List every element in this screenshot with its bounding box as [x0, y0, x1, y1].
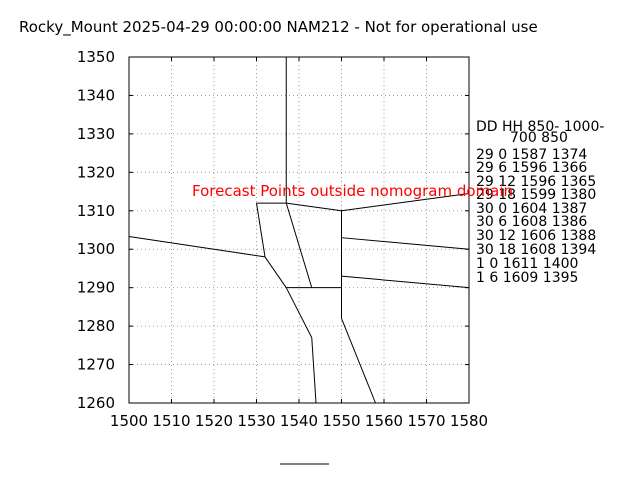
- x-tick-label: 1560: [365, 412, 403, 430]
- table-row: 30 6 1608 1386: [476, 214, 587, 230]
- grid: [129, 57, 469, 403]
- y-tick-label: 1330: [77, 125, 115, 143]
- chart-title: Rocky_Mount 2025-04-29 00:00:00 NAM212 -…: [19, 18, 538, 37]
- nomogram-line: [341, 318, 376, 404]
- table-row: 29 0 1587 1374: [476, 147, 587, 163]
- table-row: 30 18 1608 1394: [476, 242, 596, 258]
- x-tick-label: 1500: [110, 412, 148, 430]
- y-tick-label: 1280: [77, 317, 115, 335]
- x-tick-label: 1580: [450, 412, 488, 430]
- table-row: 29 6 1596 1366: [476, 160, 587, 176]
- x-tick-label: 1510: [152, 412, 190, 430]
- table-row: 29 18 1599 1380: [476, 187, 596, 203]
- nomogram-line: [285, 202, 313, 288]
- nomogram-lines: [128, 57, 470, 404]
- nomogram-line: [285, 287, 313, 338]
- axis-ticks: 1500 1510 1520 1530 1540 1550 1560 1570 1580 1260…: [77, 48, 488, 430]
- table-row: 1 6 1609 1395: [476, 270, 578, 286]
- table-header-line-2: 700 850: [510, 130, 568, 146]
- x-tick-label: 1520: [195, 412, 233, 430]
- y-tick-label: 1340: [77, 86, 115, 104]
- y-tick-label: 1290: [77, 279, 115, 297]
- x-tick-label: 1540: [280, 412, 318, 430]
- forecast-table: DD HH 850- 1000- 700 850 29 0 1587 1374 …: [476, 119, 604, 286]
- table-row: 29 12 1596 1365: [476, 174, 596, 190]
- y-tick-label: 1320: [77, 163, 115, 181]
- warning-text: Forecast Points outside nomogram domain: [192, 182, 513, 200]
- x-tick-label: 1570: [407, 412, 445, 430]
- nomogram-line: [341, 237, 470, 250]
- table-row: 1 0 1611 1400: [476, 256, 578, 272]
- y-tick-label: 1310: [77, 202, 115, 220]
- table-row: 30 12 1606 1388: [476, 228, 596, 244]
- nomogram-line: [128, 236, 266, 258]
- table-header-line-1: DD HH 850- 1000-: [476, 119, 604, 135]
- table-row: 30 0 1604 1387: [476, 201, 587, 217]
- y-tick-label: 1270: [77, 356, 115, 374]
- y-tick-label: 1260: [77, 394, 115, 412]
- nomogram-line: [286, 202, 342, 212]
- x-tick-label: 1530: [237, 412, 275, 430]
- y-tick-label: 1350: [77, 48, 115, 66]
- y-tick-label: 1300: [77, 240, 115, 258]
- x-tick-label: 1550: [322, 412, 360, 430]
- nomogram-line: [256, 203, 266, 257]
- nomogram-line: [341, 275, 470, 289]
- nomogram-line: [264, 256, 287, 288]
- nomogram-line: [341, 192, 470, 212]
- nomogram-line: [311, 337, 317, 404]
